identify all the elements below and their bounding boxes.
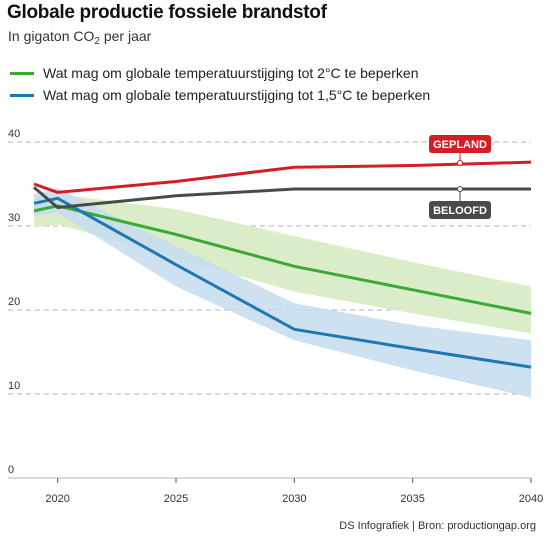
x-tick-label-2035: 2035 [400, 493, 424, 505]
annotation-dot-gepland [457, 160, 463, 166]
y-tick-label-0: 0 [8, 464, 14, 476]
legend-item-1-5c: Wat mag om globale temperatuurstijging t… [10, 86, 430, 104]
x-tick-label-2030: 2030 [282, 493, 306, 505]
y-tick-label-40: 40 [8, 128, 20, 140]
legend-item-2c: Wat mag om globale temperatuurstijging t… [10, 64, 419, 82]
annotation-tag-beloofd [429, 201, 491, 220]
legend-label-1-5c: Wat mag om globale temperatuurstijging t… [43, 87, 431, 103]
annotation-label-gepland: GEPLAND [433, 139, 487, 151]
x-tick-label-2040: 2040 [519, 493, 543, 505]
legend-label-2c: Wat mag om globale temperatuurstijging t… [43, 65, 419, 81]
line-2c [33, 204, 532, 315]
line-1-5c [33, 196, 532, 369]
line-gepland [33, 160, 532, 194]
legend-swatch-green [10, 71, 34, 75]
subtitle-subscript: 2 [94, 36, 100, 47]
legend-swatch-blue [10, 93, 34, 97]
x-tick-label-2025: 2025 [164, 493, 188, 505]
annotation-tag-gepland [429, 135, 491, 153]
line-beloofd [33, 186, 531, 210]
uncertainty-band-1-5c [34, 188, 531, 398]
subtitle-unit: per jaar [99, 28, 152, 44]
y-tick-label-30: 30 [8, 212, 20, 224]
series-lines [33, 160, 532, 369]
chart-subtitle: In gigaton CO2 per jaar [8, 28, 152, 47]
source-credit: DS Infografiek | Bron: productiongap.org [339, 520, 536, 532]
annotation-dot-beloofd [457, 186, 463, 193]
annotation-label-beloofd: BELOOFD [433, 205, 487, 217]
subtitle-text: In gigaton CO [8, 28, 95, 44]
chart-title: Globale productie fossiele brandstof [7, 2, 327, 23]
y-tick-label-20: 20 [8, 296, 20, 308]
x-tick-label-2020: 2020 [45, 493, 69, 505]
y-tick-label-10: 10 [8, 380, 20, 392]
annotations: GEPLAND BELOOFD [429, 135, 491, 220]
